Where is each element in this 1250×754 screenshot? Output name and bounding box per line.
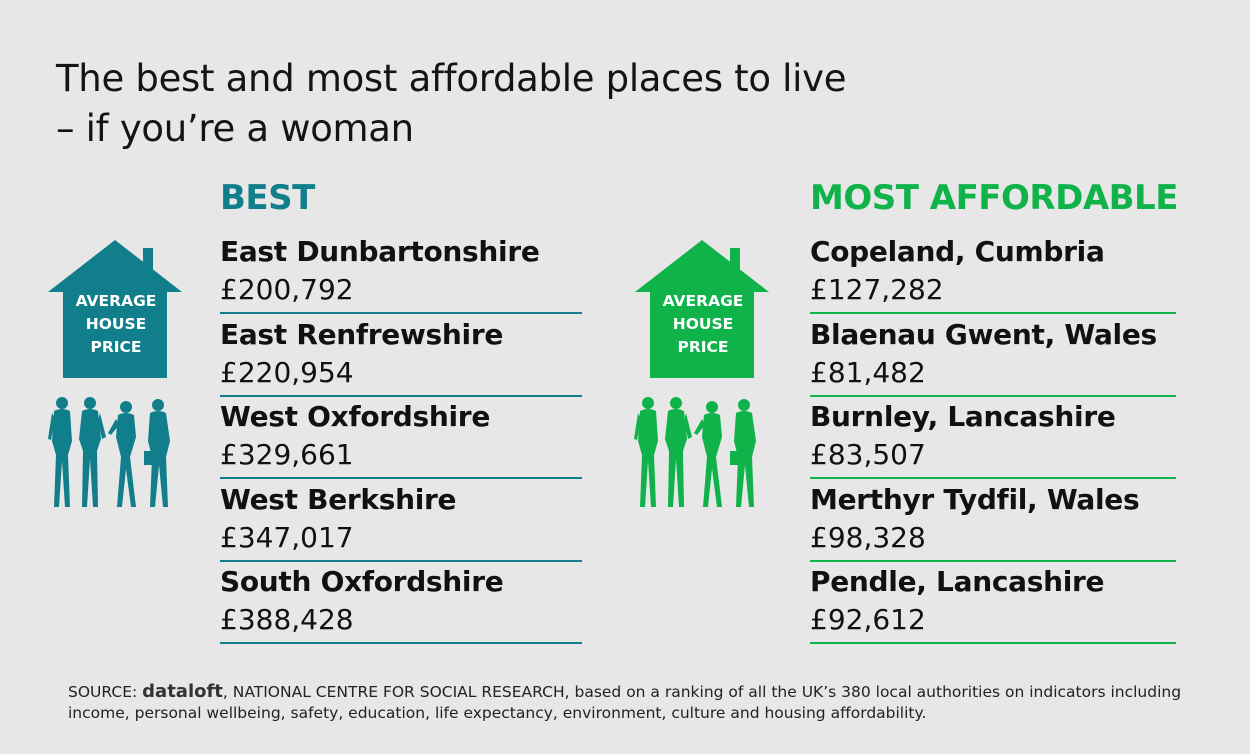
location-name: Pendle, Lancashire (810, 565, 1105, 598)
divider (810, 394, 1176, 397)
location-name: West Oxfordshire (220, 400, 491, 433)
average-price: £200,792 (220, 273, 354, 306)
house-icon-best: AVERAGE HOUSE PRICE (48, 240, 182, 378)
divider (810, 477, 1176, 479)
list-item: West Berkshire £347,017 (220, 480, 582, 563)
house-label-line-2: HOUSE (673, 315, 734, 333)
source-text: , NATIONAL CENTRE FOR SOCIAL RESEARCH, b… (68, 683, 1182, 722)
women-silhouettes-icon-affordable (634, 397, 756, 507)
house-label-line-1: AVERAGE (76, 292, 157, 310)
average-price: £347,017 (220, 520, 354, 554)
divider (220, 394, 582, 397)
divider (220, 312, 582, 314)
list-item: Blaenau Gwent, Wales £81,482 (810, 315, 1176, 398)
best-heading: BEST (220, 178, 315, 218)
average-price: £83,507 (810, 438, 926, 471)
location-name: East Dunbartonshire (220, 235, 540, 268)
average-price: £127,282 (810, 273, 944, 306)
location-name: East Renfrewshire (220, 317, 504, 351)
list-item: East Dunbartonshire £200,792 (220, 232, 582, 315)
house-label-line-1: AVERAGE (663, 292, 744, 310)
title-line-1: The best and most affordable places to l… (56, 57, 847, 100)
list-item: South Oxfordshire £388,428 (220, 562, 582, 645)
divider (220, 477, 582, 479)
average-price: £329,661 (220, 438, 354, 471)
divider (810, 642, 1176, 644)
affordable-list: Copeland, Cumbria £127,282 Blaenau Gwent… (810, 232, 1176, 645)
average-price: £98,328 (810, 520, 926, 554)
dataloft-brand: dataloft (142, 681, 223, 702)
divider (220, 559, 582, 562)
house-label-line-3: PRICE (90, 338, 141, 356)
divider (220, 642, 582, 644)
affordable-heading: MOST AFFORDABLE (810, 178, 1178, 218)
list-item: Copeland, Cumbria £127,282 (810, 232, 1176, 315)
location-name: West Berkshire (220, 482, 457, 516)
average-price: £220,954 (220, 355, 354, 389)
divider (810, 312, 1176, 314)
list-item: Merthyr Tydfil, Wales £98,328 (810, 480, 1176, 563)
divider (810, 559, 1176, 562)
list-item: East Renfrewshire £220,954 (220, 315, 582, 398)
source-prefix: SOURCE: (68, 683, 143, 701)
location-name: South Oxfordshire (220, 565, 504, 598)
average-price: £81,482 (810, 355, 926, 389)
house-label-line-3: PRICE (677, 338, 728, 356)
title-line-2: – if you’re a woman (56, 107, 414, 150)
list-item: Pendle, Lancashire £92,612 (810, 562, 1176, 645)
source-note: SOURCE: dataloft, NATIONAL CENTRE FOR SO… (68, 681, 1208, 724)
location-name: Blaenau Gwent, Wales (810, 317, 1157, 351)
house-icon-affordable: AVERAGE HOUSE PRICE (635, 240, 769, 378)
women-silhouettes-icon-best (48, 397, 170, 507)
location-name: Burnley, Lancashire (810, 400, 1116, 433)
best-list: East Dunbartonshire £200,792 East Renfre… (220, 232, 582, 645)
list-item: Burnley, Lancashire £83,507 (810, 397, 1176, 480)
house-label-line-2: HOUSE (86, 315, 147, 333)
page-title: The best and most affordable places to l… (56, 54, 846, 154)
list-item: West Oxfordshire £329,661 (220, 397, 582, 480)
average-price: £92,612 (810, 603, 926, 636)
location-name: Merthyr Tydfil, Wales (810, 482, 1140, 516)
average-price: £388,428 (220, 603, 354, 636)
location-name: Copeland, Cumbria (810, 235, 1105, 268)
